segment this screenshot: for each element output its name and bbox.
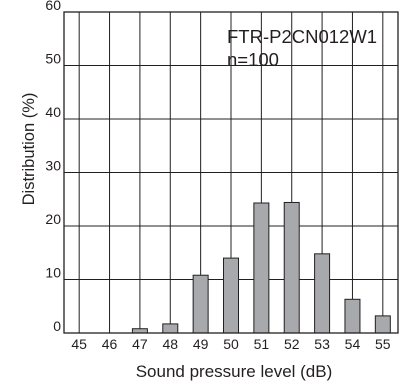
y-tick-label: 60: [45, 0, 61, 13]
y-tick-labels: 0 10 20 30 40 50 60: [45, 0, 61, 334]
x-tick-label: 46: [102, 336, 118, 352]
bar-50: [223, 257, 239, 334]
bar-51: [253, 202, 270, 334]
y-axis-label: Distribution (%): [20, 93, 38, 206]
y-tick-label: 40: [45, 104, 61, 120]
bar-49: [192, 274, 209, 334]
x-axis-label: Sound pressure level (dB): [136, 362, 333, 381]
bar-55: [374, 315, 391, 334]
y-tick-label: 20: [45, 211, 61, 227]
x-tick-label: 53: [314, 336, 330, 352]
x-tick-label: 48: [162, 336, 178, 352]
bar-52: [283, 201, 300, 334]
y-tick-label: 30: [45, 158, 61, 174]
model-annotation: FTR-P2CN012W1: [227, 26, 377, 47]
y-tick-label: 10: [45, 265, 61, 281]
bars: [131, 201, 391, 334]
x-tick-label: 50: [223, 336, 239, 352]
x-tick-label: 49: [193, 336, 209, 352]
y-tick-label: 0: [53, 318, 61, 334]
x-tick-label: 51: [254, 336, 270, 352]
x-tick-label: 47: [132, 336, 148, 352]
x-tick-label: 45: [71, 336, 87, 352]
plot-frame: [63, 11, 399, 334]
y-tick-label: 50: [45, 51, 61, 67]
bar-48: [162, 323, 179, 334]
bar-53: [314, 253, 331, 334]
x-tick-label: 54: [345, 336, 361, 352]
x-tick-label: 52: [284, 336, 300, 352]
bar-54: [344, 298, 361, 334]
x-tick-labels: 45 46 47 48 49 50 51 52 53 54 55: [71, 336, 390, 352]
x-tick-label: 55: [375, 336, 391, 352]
sample-size-annotation: n=100: [227, 49, 279, 70]
